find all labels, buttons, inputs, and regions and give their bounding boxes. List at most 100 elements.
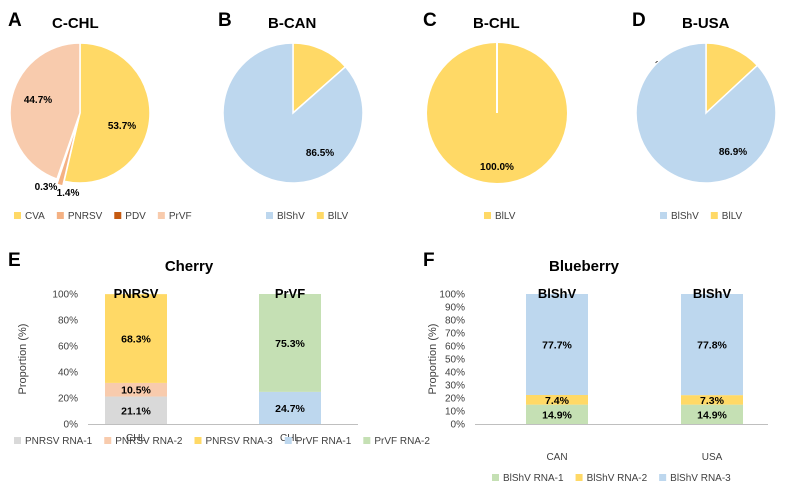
bar-segment-f-0-blshv-rna-2: [526, 395, 588, 405]
bar-segment-e-1-prvf-rna-2: [259, 294, 321, 392]
legend-swatch-d-blshv: [660, 212, 667, 219]
y-tick-label-f-90: 90%: [445, 303, 465, 314]
bar-label-f-1-blshv-rna-3: 77.8%: [697, 340, 727, 352]
legend-swatch-c-bllv: [484, 212, 491, 219]
legend-label-a-pdv: PDV: [125, 211, 146, 222]
bar-segment-e-0-pnrsv-rna-2: [105, 382, 167, 397]
legend-swatch-a-pdv: [114, 212, 122, 219]
x-tick-label-f-1: USA: [702, 452, 723, 463]
pie-label-d-blshv: 86.9%: [719, 147, 747, 158]
pie-slice-b-blshv: [222, 42, 364, 184]
bar-label-e-1-prvf-rna-2: 75.3%: [275, 338, 305, 350]
pie-panel-c: C B-CHL 100.0% BlLV: [423, 10, 567, 222]
panel-title-b: B-CAN: [268, 15, 316, 32]
bar-title-e-1: PrVF: [275, 286, 305, 301]
y-tick-label-f-50: 50%: [445, 355, 465, 366]
bar-segment-f-1-blshv-rna-1: [681, 404, 743, 424]
pie-label-b-blshv: 86.5%: [306, 148, 334, 159]
bar-segment-f-1-blshv-rna-2: [681, 395, 743, 405]
bar-label-f-1-blshv-rna-1: 14.9%: [697, 409, 727, 421]
legend-swatch-a-pnrsv: [56, 212, 64, 219]
y-tick-label-f-60: 60%: [445, 342, 465, 353]
y-tick-label-f-30: 30%: [445, 381, 465, 392]
legend-swatch-e-prvf-rna-2: [363, 437, 371, 444]
bar-label-f-0-blshv-rna-3: 77.7%: [542, 340, 572, 352]
panel-letter-d: D: [632, 10, 646, 31]
legend-swatch-e-pnrsv-rna-1: [14, 437, 21, 444]
bar-label-e-1-prvf-rna-1: 24.7%: [275, 403, 305, 415]
pie-label-a-prvf: 44.7%: [24, 95, 52, 106]
legend-label-e-prvf-rna-1: PrVF RNA-1: [296, 436, 352, 447]
pie-label-a-pdv: 0.3%: [35, 182, 58, 193]
x-tick-label-f-0: CAN: [546, 452, 567, 463]
bar-segment-f-0-blshv-rna-1: [526, 404, 588, 424]
pie-label-a-cva: 53.7%: [108, 121, 136, 132]
y-tick-label-f-0: 0%: [451, 420, 466, 431]
y-tick-label-f-100: 100%: [439, 290, 465, 301]
pie-slice-d-bllv: [705, 42, 759, 115]
bar-label-e-0-pnrsv-rna-1: 21.1%: [121, 405, 151, 417]
bar-title-e-0: PNRSV: [114, 286, 159, 301]
bar-title-f-0: BlShV: [538, 286, 577, 301]
legend-swatch-b-blshv: [266, 212, 273, 219]
bar-label-f-1-blshv-rna-2: 7.3%: [700, 395, 725, 407]
legend-swatch-f-blshv-rna-2: [575, 474, 583, 481]
bar-label-e-0-pnrsv-rna-3: 68.3%: [121, 334, 151, 346]
legend-label-b-blshv: BlShV: [277, 211, 305, 222]
legend-swatch-f-blshv-rna-3: [659, 474, 667, 481]
y-tick-label-e-20: 20%: [58, 394, 78, 405]
legend-label-e-prvf-rna-2: PrVF RNA-2: [374, 436, 430, 447]
bar-title-f-1: BlShV: [693, 286, 732, 301]
legend-swatch-e-pnrsv-rna-2: [104, 437, 112, 444]
y-tick-label-e-80: 80%: [58, 316, 78, 327]
legend-swatch-a-cva: [14, 212, 21, 219]
bar-panel-f: F Blueberry 0% 10% 20% 30% 40% 50% 60% 70% 80% 90% 1…: [423, 250, 768, 484]
bar-segment-e-0-pnrsv-rna-3: [105, 294, 167, 383]
panel-title-c: B-CHL: [473, 15, 520, 32]
bar-label-e-0-pnrsv-rna-2: 10.5%: [121, 385, 151, 397]
legend-label-f-blshv-rna-3: BlShV RNA-3: [670, 473, 731, 484]
legend-swatch-e-pnrsv-rna-3: [194, 437, 202, 444]
legend-label-c-bllv: BlLV: [495, 211, 516, 222]
bar-segment-f-1-blshv-rna-3: [681, 294, 743, 396]
legend-swatch-b-bllv: [316, 212, 324, 219]
legend-label-b-bllv: BlLV: [328, 211, 349, 222]
x-tick-label-e-0: CHL: [126, 433, 146, 444]
legend-label-f-blshv-rna-1: BlShV RNA-1: [503, 473, 564, 484]
pie-label-c-bllv: 100.0%: [480, 162, 514, 173]
legend-swatch-e-prvf-rna-1: [284, 437, 292, 444]
panel-letter-a: A: [8, 10, 22, 31]
legend-label-d-blshv: BlShV: [671, 211, 699, 222]
y-tick-label-f-40: 40%: [445, 368, 465, 379]
legend-label-f-blshv-rna-2: BlShV RNA-2: [587, 473, 648, 484]
y-tick-label-f-70: 70%: [445, 329, 465, 340]
legend-label-e-pnrsv-rna-3: PNRSV RNA-3: [206, 436, 274, 447]
bar-label-f-0-blshv-rna-1: 14.9%: [542, 409, 572, 421]
panel-title-d: B-USA: [682, 15, 730, 32]
legend-label-e-pnrsv-rna-1: PNRSV RNA-1: [25, 436, 93, 447]
legend-label-a-pnrsv: PNRSV: [68, 211, 103, 222]
legend-swatch-f-blshv-rna-1: [492, 474, 499, 481]
y-tick-label-e-100: 100%: [52, 290, 78, 301]
y-tick-label-f-20: 20%: [445, 394, 465, 405]
y-tick-label-f-10: 10%: [445, 407, 465, 418]
bar-segment-e-0-pnrsv-rna-1: [105, 396, 167, 424]
pie-slice-b-bllv: [292, 42, 347, 115]
panel-letter-e: E: [8, 250, 21, 271]
panel-title-a: C-CHL: [52, 15, 99, 32]
y-tick-label-e-60: 60%: [58, 342, 78, 353]
y-tick-label-f-80: 80%: [445, 316, 465, 327]
legend-swatch-a-prvf: [157, 212, 165, 219]
panel-letter-c: C: [423, 10, 437, 31]
bar-label-f-0-blshv-rna-2: 7.4%: [545, 395, 570, 407]
legend-label-d-bllv: BlLV: [722, 211, 743, 222]
legend-label-e-pnrsv-rna-2: PNRSV RNA-2: [115, 436, 183, 447]
chart-title-e: Cherry: [165, 258, 214, 275]
legend-swatch-d-bllv: [710, 212, 718, 219]
pie-slice-a-prvf: [9, 42, 81, 181]
panel-letter-f: F: [423, 250, 435, 271]
